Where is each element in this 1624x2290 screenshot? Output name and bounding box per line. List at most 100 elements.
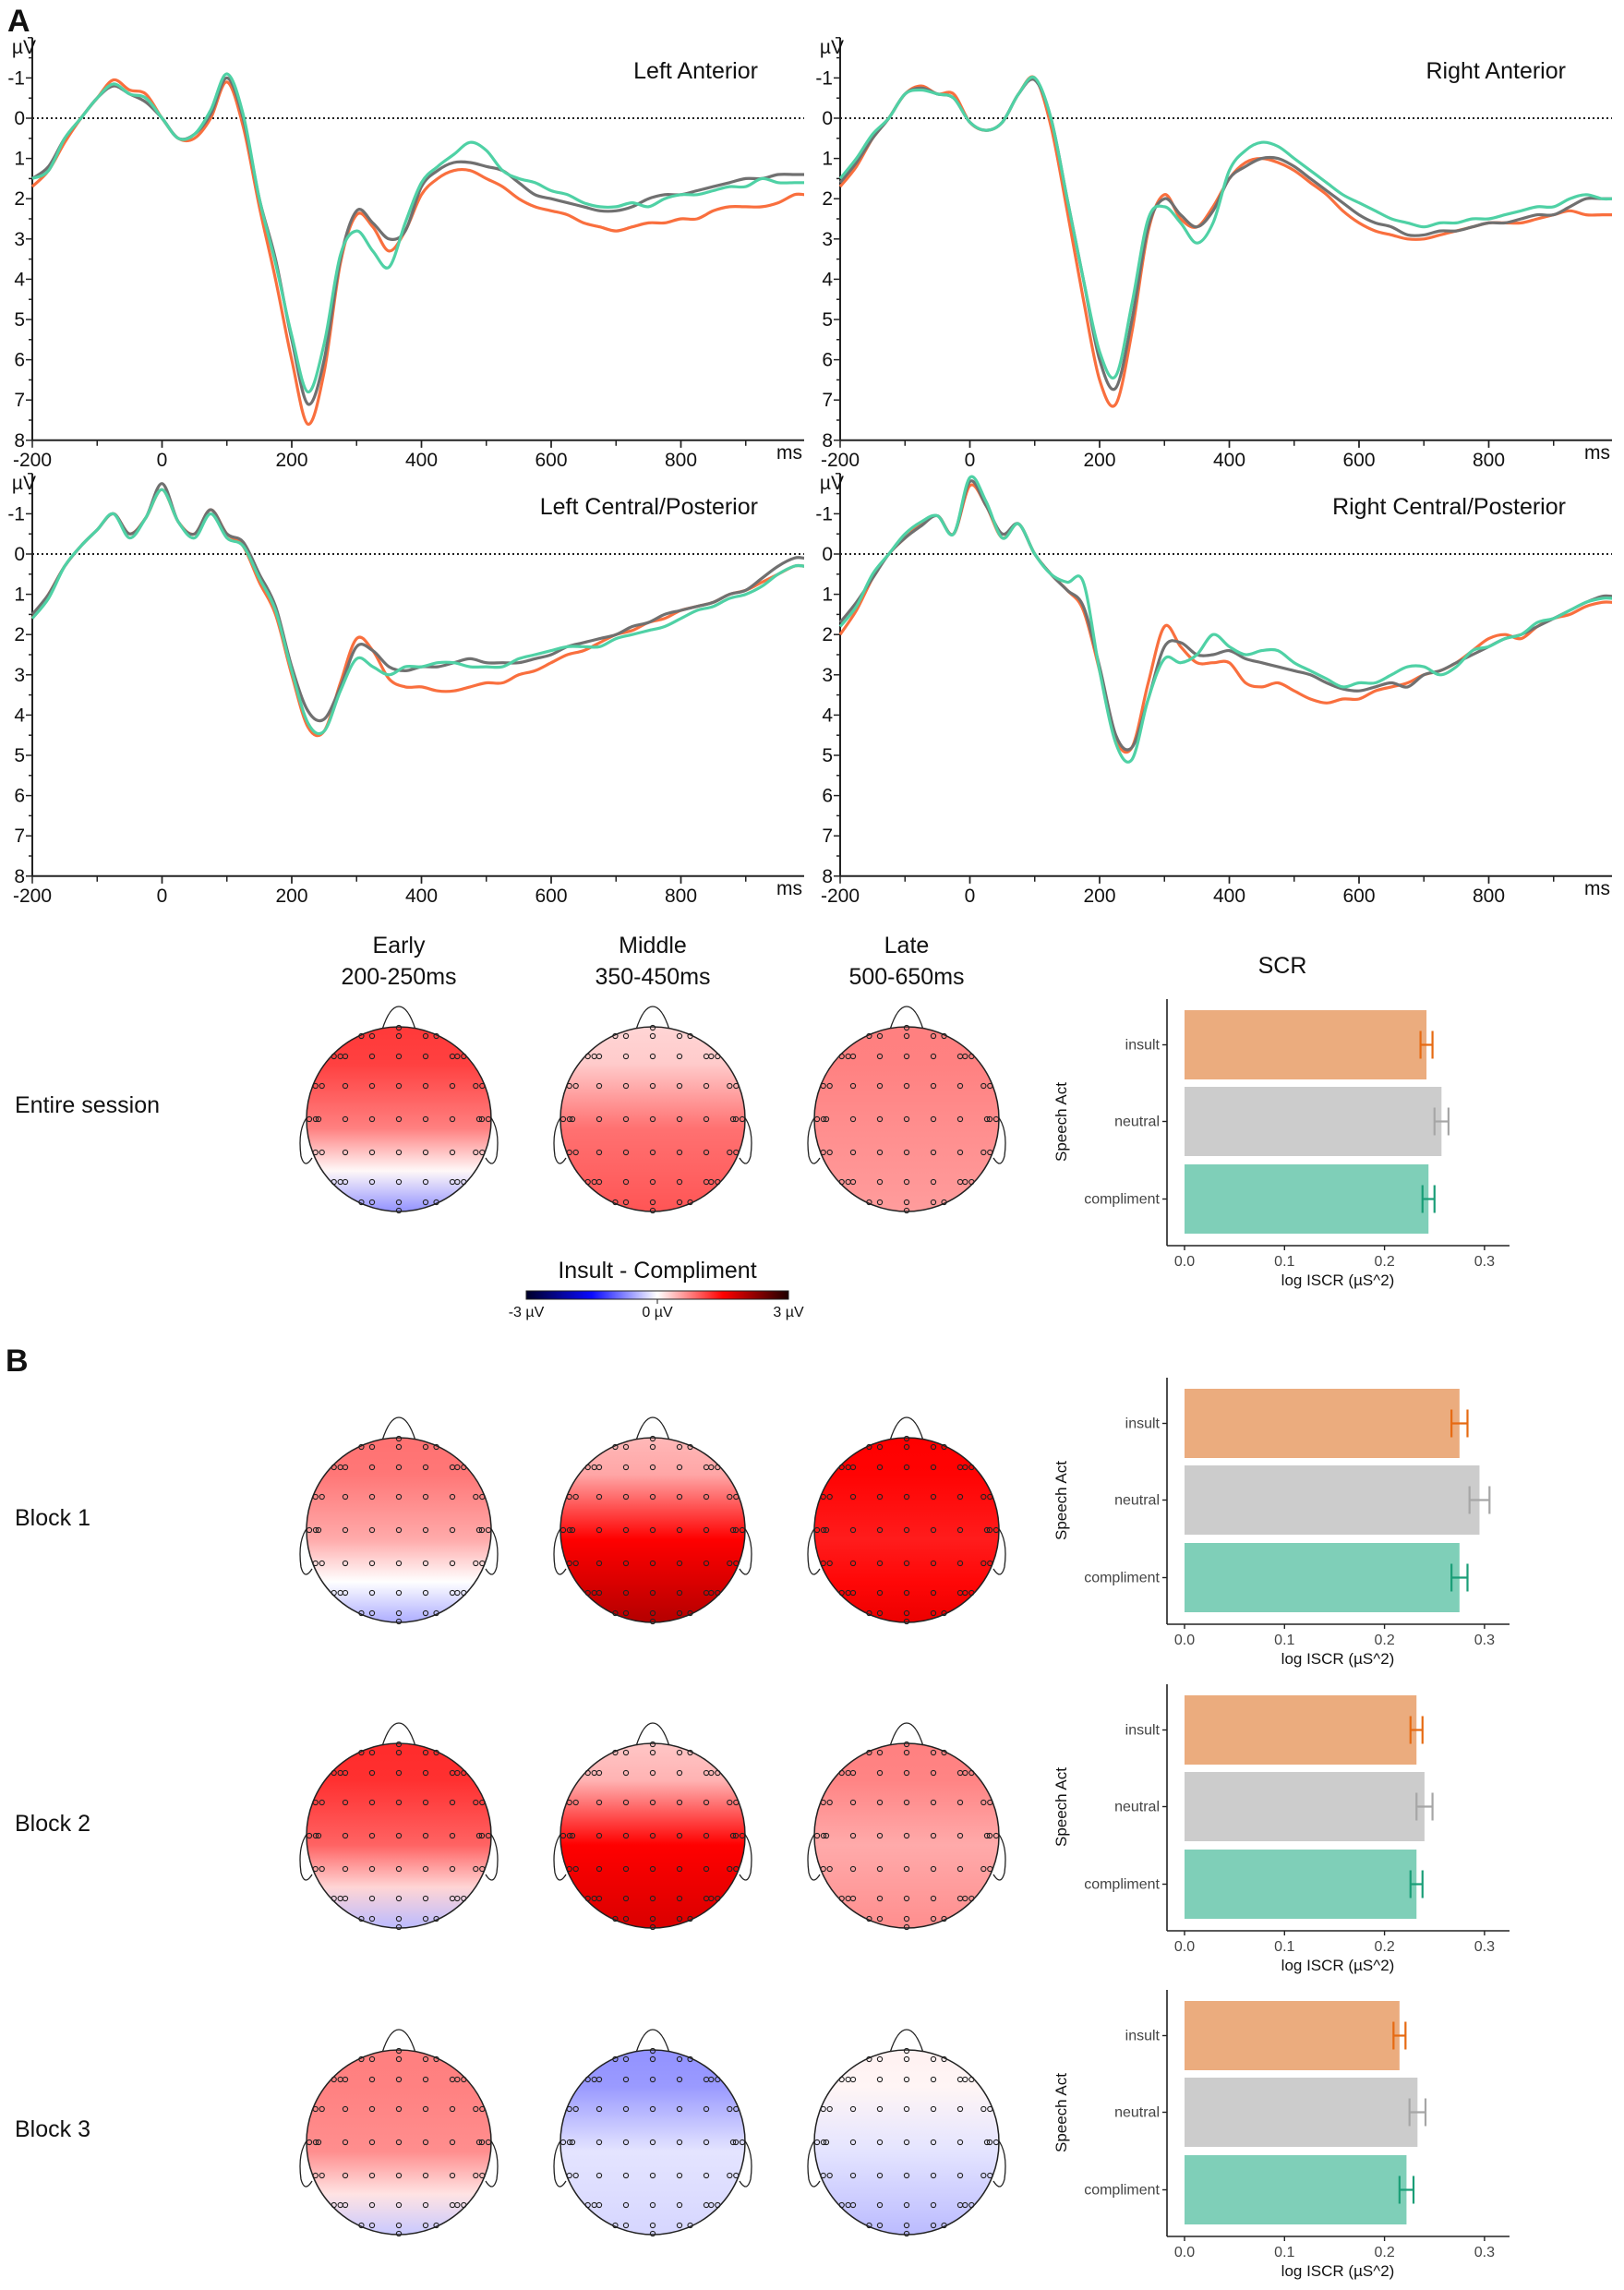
electrode-marker [572,1082,579,1090]
electrode-marker [368,2105,376,2113]
electrode-marker [729,1526,737,1534]
electrode-marker [649,1032,656,1040]
electrode-marker [649,1915,656,1922]
column-window-middle: 350-450ms [595,964,710,990]
electrode-marker [315,2139,322,2146]
electrode-marker [876,1493,884,1501]
scr-chart-entire-session: insult neutral compliment 0.0 0.1 0.2 0.3 log I… [1053,953,1510,1289]
electrode-marker [941,1443,947,1451]
electrode-marker [820,1865,826,1873]
electrode-marker [622,2201,630,2209]
electrode-marker [676,1526,683,1534]
bar-compliment [1185,1164,1429,1234]
electrode-marker [876,1082,884,1090]
electrode-marker [478,1115,486,1123]
electrode-marker [727,2172,733,2179]
waveform-compliment [838,475,1613,764]
electrode-marker [845,2076,851,2083]
colorbar-mid-label: 0 µV [642,1305,673,1320]
category-label: insult [1125,1723,1161,1739]
electrode-marker [622,1865,630,1873]
electrode-marker [315,1526,322,1534]
x-unit-label: ms [776,442,802,464]
electrode-marker [968,1769,975,1777]
electrode-marker [485,1832,492,1839]
electrode-marker [930,1032,937,1040]
electrode-marker [941,1609,947,1617]
electrode-marker [903,1589,910,1597]
electrode-marker [572,1560,579,1567]
electrode-marker [449,1493,456,1501]
electrode-marker [395,1115,403,1123]
electrode-marker [676,1464,683,1471]
electrode-marker [941,1749,947,1756]
x-tick-label: 0.2 [1374,1939,1394,1955]
electrode-marker [485,2139,492,2146]
x-tick-label: 0.1 [1274,1633,1294,1648]
topomap-middle [553,2029,752,2237]
electrode-marker [591,1053,597,1060]
electrode-marker [715,1178,721,1186]
erp-panel-title: Right Anterior [1426,58,1566,84]
electrode-marker [733,2172,740,2179]
electrode-marker [930,1082,937,1090]
electrode-marker [368,2201,376,2209]
electrode-marker [566,2139,573,2146]
electrode-marker [866,1915,872,1922]
electrode-marker [676,2201,683,2209]
scalp-map [306,1437,492,1623]
y-tick-label: 5 [822,745,833,766]
electrode-marker [319,1865,325,1873]
topomap-late [807,1722,1006,1931]
electrode-marker [572,1493,579,1501]
electrode-marker [395,2222,403,2229]
x-tick-label: -200 [821,886,860,907]
electrode-marker [903,1915,910,1922]
electrode-marker [368,1443,376,1451]
electrode-marker [968,2201,975,2209]
electrode-marker [687,1199,693,1206]
electrode-marker [649,1149,656,1156]
electrode-marker [676,1199,683,1206]
electrode-marker [676,1895,683,1902]
electrode-marker [849,2139,857,2146]
electrode-marker [478,1832,486,1839]
electrode-marker [461,1464,467,1471]
electrode-marker [342,1799,349,1806]
electrode-marker [649,2172,656,2179]
electrode-marker [572,2172,579,2179]
electrode-marker [368,1032,376,1040]
electrode-marker [876,2055,884,2063]
column-window-early: 200-250ms [341,964,456,990]
electrode-marker [727,1560,733,1567]
electrode-marker [968,1589,975,1597]
electrode-marker [903,2201,910,2209]
electrode-marker [559,1526,567,1534]
nose-outline [635,1416,670,1441]
electrode-marker [449,1115,456,1123]
electrode-marker [845,2201,851,2209]
electrode-marker [987,1493,993,1501]
electrode-marker [584,1589,591,1597]
electrode-marker [368,1589,376,1597]
electrode-marker [676,2055,683,2063]
electrode-marker [987,2105,993,2113]
topomap-early [299,1416,499,1625]
electrode-marker [312,1493,319,1501]
electrode-marker [826,1799,833,1806]
electrode-marker [980,2172,987,2179]
electrode-marker [968,1053,975,1060]
electrode-marker [395,1832,403,1839]
electrode-marker [358,2222,365,2229]
electrode-marker [433,2055,439,2063]
topomap-grid [299,1006,1006,2237]
electrode-marker [331,2076,337,2083]
electrode-marker [956,1493,964,1501]
electrode-marker [823,1115,830,1123]
topomap-early [299,2029,499,2237]
electrode-marker [876,2201,884,2209]
scalp-map [306,2049,492,2236]
electrode-marker [676,1609,683,1617]
electrode-marker [473,1560,479,1567]
y-tick-label: 2 [14,624,25,645]
